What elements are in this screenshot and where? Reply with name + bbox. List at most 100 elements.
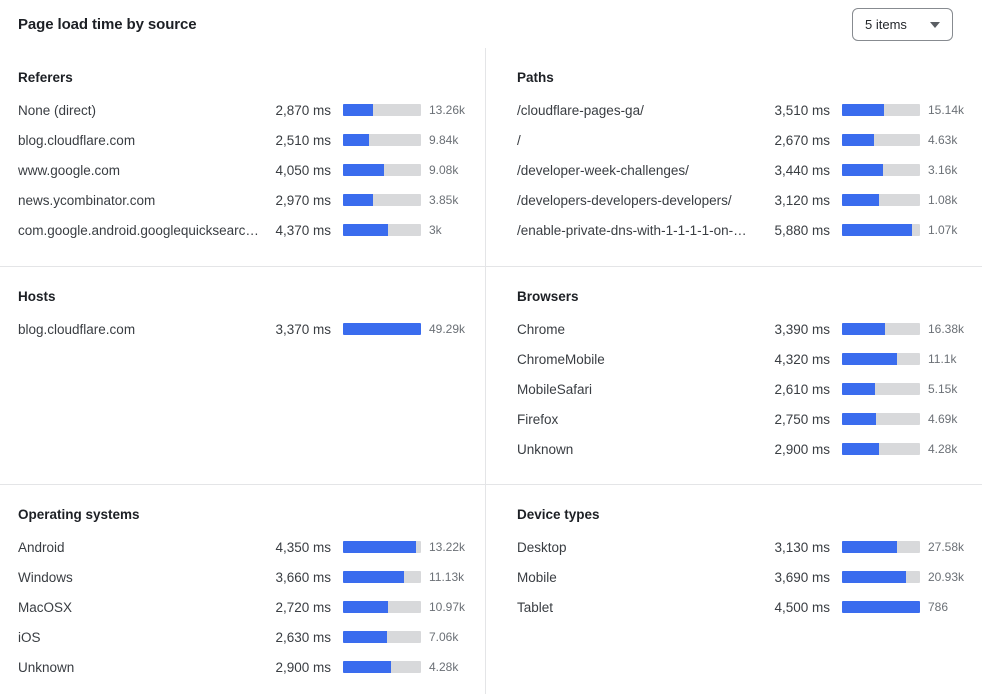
- metric-row[interactable]: Chrome 3,390 ms 16.38k: [517, 314, 968, 344]
- metric-label: MacOSX: [18, 599, 73, 615]
- metric-load-time: 2,720 ms: [275, 599, 331, 615]
- metric-row[interactable]: Unknown 2,900 ms 4.28k: [517, 434, 968, 464]
- metric-label: Chrome: [517, 321, 566, 337]
- metric-count: 10.97k: [429, 600, 466, 614]
- metric-count: 9.84k: [429, 133, 459, 147]
- metric-bar-fill: [343, 601, 389, 613]
- metric-bar-fill: [842, 134, 874, 146]
- metric-count: 1.07k: [928, 223, 958, 237]
- metric-row[interactable]: blog.cloudflare.com 3,370 ms 49.29k: [18, 314, 469, 344]
- metric-label: /: [517, 132, 521, 148]
- metric-bar-fill: [842, 443, 879, 455]
- metric-bar-fill: [343, 661, 392, 673]
- panel-title-operating-systems: Operating systems: [18, 507, 140, 522]
- metric-count: 3.16k: [928, 163, 958, 177]
- metric-count: 4.69k: [928, 412, 958, 426]
- metric-bar: [842, 383, 920, 395]
- metric-bar: [842, 134, 920, 146]
- metric-count: 4.28k: [429, 660, 459, 674]
- metric-row[interactable]: news.ycombinator.com 2,970 ms 3.85k: [18, 185, 469, 215]
- metric-bar: [343, 601, 421, 613]
- metric-load-time: 4,370 ms: [275, 222, 331, 238]
- metric-load-time: 3,440 ms: [774, 162, 830, 178]
- items-count-dropdown[interactable]: 5 items: [852, 8, 953, 41]
- metric-label: MobileSafari: [517, 381, 593, 397]
- metric-row[interactable]: Firefox 2,750 ms 4.69k: [517, 404, 968, 434]
- metric-bar: [842, 194, 920, 206]
- metric-row[interactable]: MobileSafari 2,610 ms 5.15k: [517, 374, 968, 404]
- metric-load-time: 3,120 ms: [774, 192, 830, 208]
- metric-row[interactable]: /enable-private-dns-with-1-1-1-1-on-… 5,8…: [517, 215, 968, 245]
- metric-bar: [343, 323, 421, 335]
- metric-count: 4.28k: [928, 442, 958, 456]
- panel-hosts: Hosts blog.cloudflare.com 3,370 ms 49.29k: [0, 266, 485, 484]
- metric-load-time: 4,320 ms: [774, 351, 830, 367]
- metric-bar-fill: [343, 104, 373, 116]
- metric-label: Desktop: [517, 539, 567, 555]
- metric-count: 11.1k: [928, 352, 957, 366]
- metric-row[interactable]: com.google.android.googlequicksearc… 4,37…: [18, 215, 469, 245]
- metric-bar: [842, 413, 920, 425]
- metric-bar: [842, 601, 920, 613]
- metric-bar: [343, 224, 421, 236]
- metric-bar-fill: [343, 571, 404, 583]
- metric-row[interactable]: blog.cloudflare.com 2,510 ms 9.84k: [18, 125, 469, 155]
- metric-bar: [842, 443, 920, 455]
- metric-row[interactable]: MacOSX 2,720 ms 10.97k: [18, 592, 469, 622]
- metric-bar-fill: [343, 631, 387, 643]
- metric-bar-fill: [343, 224, 389, 236]
- metric-row[interactable]: Windows 3,660 ms 11.13k: [18, 562, 469, 592]
- metric-row[interactable]: /developer-week-challenges/3,440 ms 3.16k: [517, 155, 968, 185]
- metric-bar: [343, 571, 421, 583]
- metric-load-time: 4,500 ms: [774, 599, 830, 615]
- metric-label: Mobile: [517, 569, 557, 585]
- metric-row[interactable]: Desktop 3,130 ms 27.58k: [517, 532, 968, 562]
- metric-bar-fill: [842, 571, 906, 583]
- metric-label: iOS: [18, 629, 41, 645]
- metric-row[interactable]: Mobile 3,690 ms 20.93k: [517, 562, 968, 592]
- metric-bar: [343, 661, 421, 673]
- metric-load-time: 3,660 ms: [275, 569, 331, 585]
- metric-bar: [842, 353, 920, 365]
- metric-bar-fill: [343, 541, 417, 553]
- metric-row[interactable]: None (direct) 2,870 ms 13.26k: [18, 95, 469, 125]
- metric-load-time: 3,390 ms: [774, 321, 830, 337]
- metric-load-time: 2,630 ms: [275, 629, 331, 645]
- metric-row[interactable]: Unknown 2,900 ms 4.28k: [18, 652, 469, 682]
- metric-bar-fill: [842, 541, 897, 553]
- metric-bar: [343, 134, 421, 146]
- metric-row[interactable]: /developers-developers-developers/3,120 …: [517, 185, 968, 215]
- metric-load-time: 3,510 ms: [774, 102, 830, 118]
- metric-load-time: 3,130 ms: [774, 539, 830, 555]
- panel-browsers: Browsers Chrome 3,390 ms 16.38k Chrome Mobile…: [485, 266, 982, 484]
- metric-bar: [842, 541, 920, 553]
- panel-operating-systems: Operating systems Android 4,350 ms 13.22k Wi…: [0, 484, 485, 694]
- metric-label: Firefox: [517, 411, 559, 427]
- panels-grid: Referers None (direct) 2,870 ms 13.26k blog.…: [0, 48, 982, 694]
- metric-label: blog.cloudflare.com: [18, 321, 136, 337]
- metric-row[interactable]: www.google.com 4,050 ms 9.08k: [18, 155, 469, 185]
- panel-referers: Referers None (direct) 2,870 ms 13.26k blog.…: [0, 48, 485, 266]
- panel-paths: Paths/cloudflare-pages-ga/3,510 ms 15.14k…: [485, 48, 982, 266]
- metric-row[interactable]: /cloudflare-pages-ga/3,510 ms 15.14k: [517, 95, 968, 125]
- metric-load-time: 2,970 ms: [275, 192, 331, 208]
- metric-row[interactable]: ChromeMobile 4,320 ms 11.1k: [517, 344, 968, 374]
- metric-label: Android: [18, 539, 65, 555]
- metric-label: /cloudflare-pages-ga/: [517, 102, 644, 118]
- panel-title-paths: Paths: [517, 70, 554, 85]
- metric-row[interactable]: / 2,670 ms 4.63k: [517, 125, 968, 155]
- metric-count: 15.14k: [928, 103, 965, 117]
- metric-bar-fill: [343, 194, 374, 206]
- metric-row[interactable]: Android 4,350 ms 13.22k: [18, 532, 469, 562]
- metric-load-time: 2,670 ms: [774, 132, 830, 148]
- panel-title-browsers: Browsers: [517, 289, 579, 304]
- metric-row[interactable]: Tablet 4,500 ms 786: [517, 592, 968, 622]
- metric-bar: [842, 323, 920, 335]
- metric-bar-fill: [842, 413, 877, 425]
- metric-bar: [343, 164, 421, 176]
- panel-title-referers: Referers: [18, 70, 73, 85]
- metric-count: 9.08k: [429, 163, 459, 177]
- metric-count: 16.38k: [928, 322, 965, 336]
- metric-bar: [842, 571, 920, 583]
- metric-row[interactable]: iOS 2,630 ms 7.06k: [18, 622, 469, 652]
